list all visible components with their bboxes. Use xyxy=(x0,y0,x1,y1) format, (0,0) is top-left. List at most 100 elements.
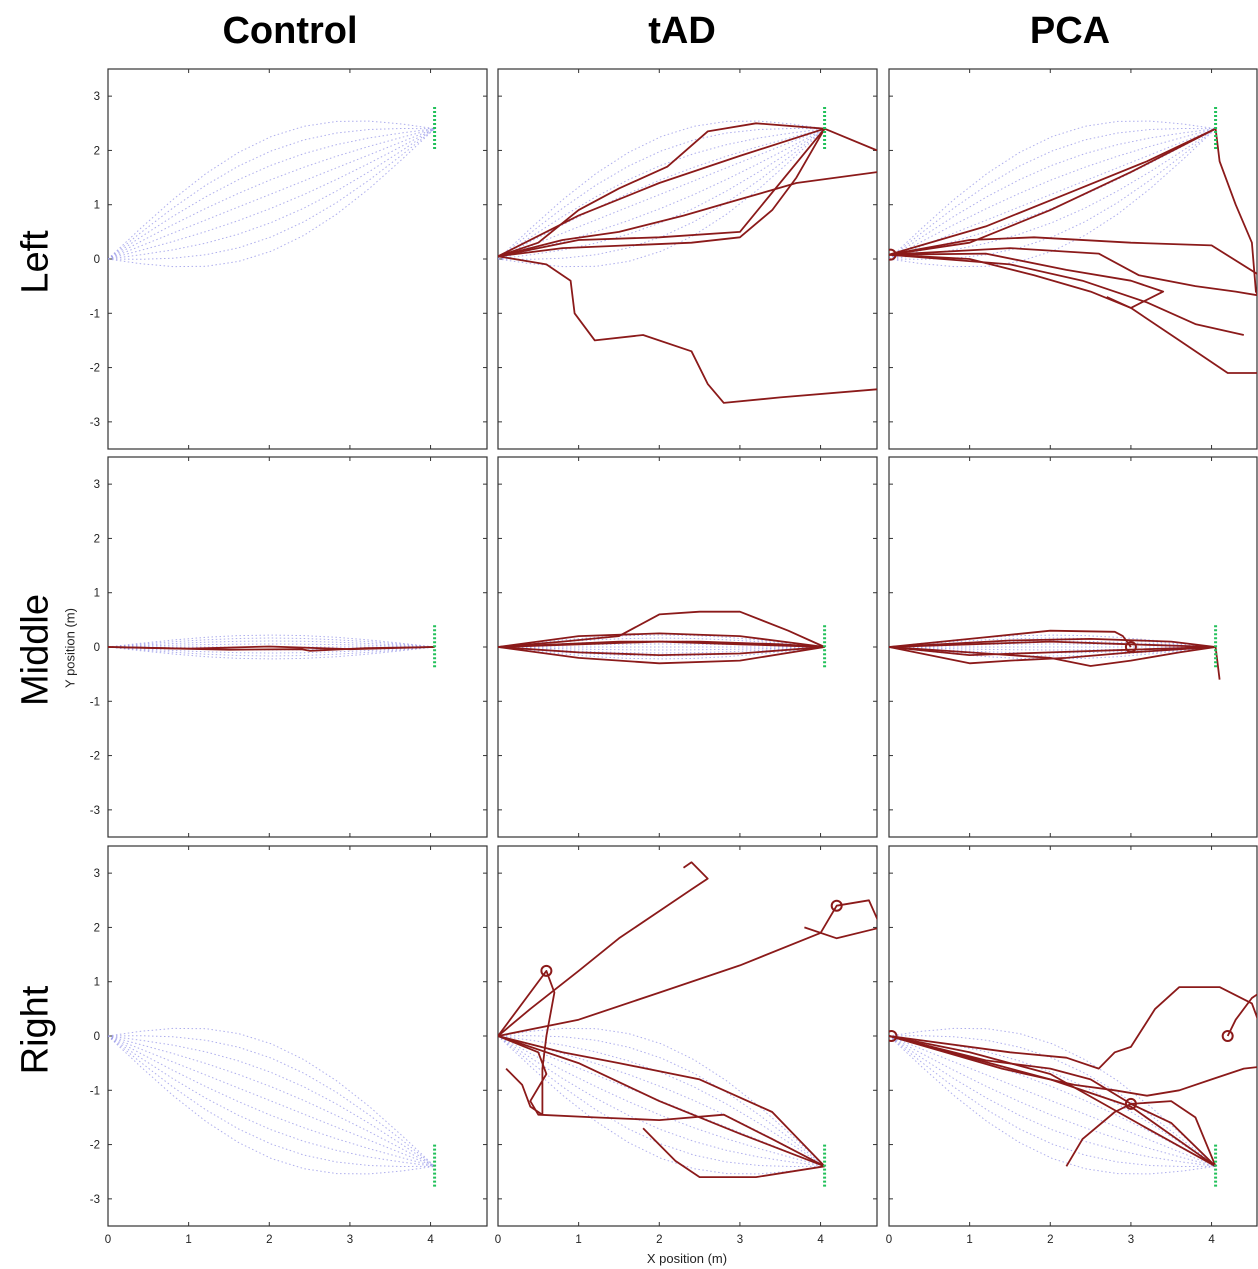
walking-trace-line xyxy=(889,253,1244,336)
control-path-line xyxy=(108,1035,435,1167)
x-axis-title: X position (m) xyxy=(646,1251,728,1266)
control-path-line xyxy=(889,128,1216,260)
walking-trace-line xyxy=(498,646,825,656)
control-path-line xyxy=(108,128,435,260)
walking-trace-line xyxy=(889,638,1216,648)
control-path-line xyxy=(498,128,825,268)
walking-trace-line xyxy=(498,640,825,648)
y-tick-label: -3 xyxy=(90,1194,100,1206)
walking-trace-line xyxy=(1226,993,1257,1037)
control-path-line xyxy=(498,1035,825,1168)
control-path-line xyxy=(889,120,1216,260)
walking-trace-line xyxy=(889,236,1257,275)
walking-trace-line xyxy=(1214,128,1257,296)
start-circle-marker xyxy=(1124,641,1137,653)
x-tick-label: 1 xyxy=(575,1234,581,1246)
column-title-control: Control xyxy=(222,10,358,52)
column-title-tad: tAD xyxy=(648,10,716,52)
control-path-line xyxy=(108,637,435,648)
y-tick-label: 1 xyxy=(94,200,100,212)
control-path-line xyxy=(889,1035,1216,1167)
panel-tad-middle xyxy=(497,456,878,838)
control-path-line xyxy=(498,637,825,648)
walking-trace-line xyxy=(889,986,1257,1070)
panel-tad-left xyxy=(497,68,878,450)
y-tick-label: -3 xyxy=(90,805,100,817)
control-path-line xyxy=(108,640,435,648)
y-tick-label: -3 xyxy=(90,417,100,429)
x-tick-label: 1 xyxy=(185,1234,191,1246)
control-path-line xyxy=(498,128,825,260)
y-tick-label: -2 xyxy=(90,1140,100,1152)
walking-trace-line xyxy=(889,629,1132,648)
plot-frame xyxy=(107,68,488,450)
walking-trace-line xyxy=(889,1035,1217,1167)
start-circle-marker xyxy=(889,248,897,261)
walking-trace-line xyxy=(889,247,1257,297)
walking-trace-line xyxy=(889,640,1216,648)
control-path-line xyxy=(889,128,1216,260)
control-path-line xyxy=(108,1035,435,1167)
x-tick-label: 0 xyxy=(495,1234,501,1246)
panel-control-left xyxy=(107,68,488,450)
y-tick-label: 2 xyxy=(94,922,100,934)
control-path-line xyxy=(889,128,1216,268)
x-tick-label: 4 xyxy=(817,1234,824,1246)
control-path-line xyxy=(889,1035,1216,1167)
control-path-line xyxy=(108,646,435,660)
x-tick-label: 3 xyxy=(737,1234,743,1246)
y-tick-label: 3 xyxy=(94,479,100,491)
panel-pca-left xyxy=(888,68,1258,450)
control-path-line xyxy=(498,1027,825,1167)
x-tick-label: 2 xyxy=(266,1234,272,1246)
control-path-line xyxy=(889,1035,1216,1167)
control-path-line xyxy=(889,640,1216,648)
start-circle-marker xyxy=(830,899,843,912)
control-path-line xyxy=(889,127,1216,260)
walking-trace-line xyxy=(108,646,435,652)
control-path-line xyxy=(108,1027,435,1167)
x-tick-label: 3 xyxy=(347,1234,353,1246)
control-path-line xyxy=(108,1035,435,1167)
control-path-line xyxy=(108,1035,435,1168)
control-path-line xyxy=(108,128,435,260)
control-path-line xyxy=(108,1035,435,1167)
walking-trace-line xyxy=(498,127,825,258)
walking-trace-line xyxy=(1065,1100,1217,1167)
walking-trace-line xyxy=(498,646,825,665)
x-tick-label: 2 xyxy=(656,1234,662,1246)
walking-trace-line xyxy=(498,610,825,648)
x-tick-label: 0 xyxy=(886,1234,892,1246)
panel-control-middle xyxy=(107,456,488,838)
walking-trace-line xyxy=(498,1035,826,1168)
control-path-line xyxy=(108,643,435,648)
control-path-line xyxy=(108,1035,435,1167)
walking-trace-line xyxy=(498,861,709,1037)
control-path-line xyxy=(108,646,435,657)
y-tick-label: 3 xyxy=(94,91,100,103)
walking-trace-line xyxy=(642,1127,825,1178)
walking-trace-line xyxy=(498,128,826,258)
y-tick-label: -1 xyxy=(90,1085,100,1097)
y-tick-label: 0 xyxy=(94,642,100,654)
control-path-line xyxy=(498,120,825,260)
walking-trace-line xyxy=(889,1035,1217,1168)
control-path-line xyxy=(108,646,435,654)
panel-control-right xyxy=(107,845,488,1227)
y-tick-label: 1 xyxy=(94,588,100,600)
plot-frame xyxy=(107,845,488,1227)
control-path-line xyxy=(889,646,1216,660)
control-path-line xyxy=(498,1035,825,1167)
start-circle-marker xyxy=(889,1030,898,1042)
control-path-line xyxy=(108,128,435,260)
control-path-line xyxy=(498,127,825,260)
control-path-line xyxy=(889,1035,1216,1175)
walking-trace-line xyxy=(889,252,1165,309)
x-tick-label: 4 xyxy=(1208,1234,1215,1246)
control-path-line xyxy=(889,1035,1216,1168)
walking-trace-line xyxy=(498,970,556,1115)
control-path-line xyxy=(108,128,435,260)
plot-frame xyxy=(497,68,878,450)
walking-trace-line xyxy=(889,646,1216,656)
control-path-line xyxy=(889,128,1216,260)
